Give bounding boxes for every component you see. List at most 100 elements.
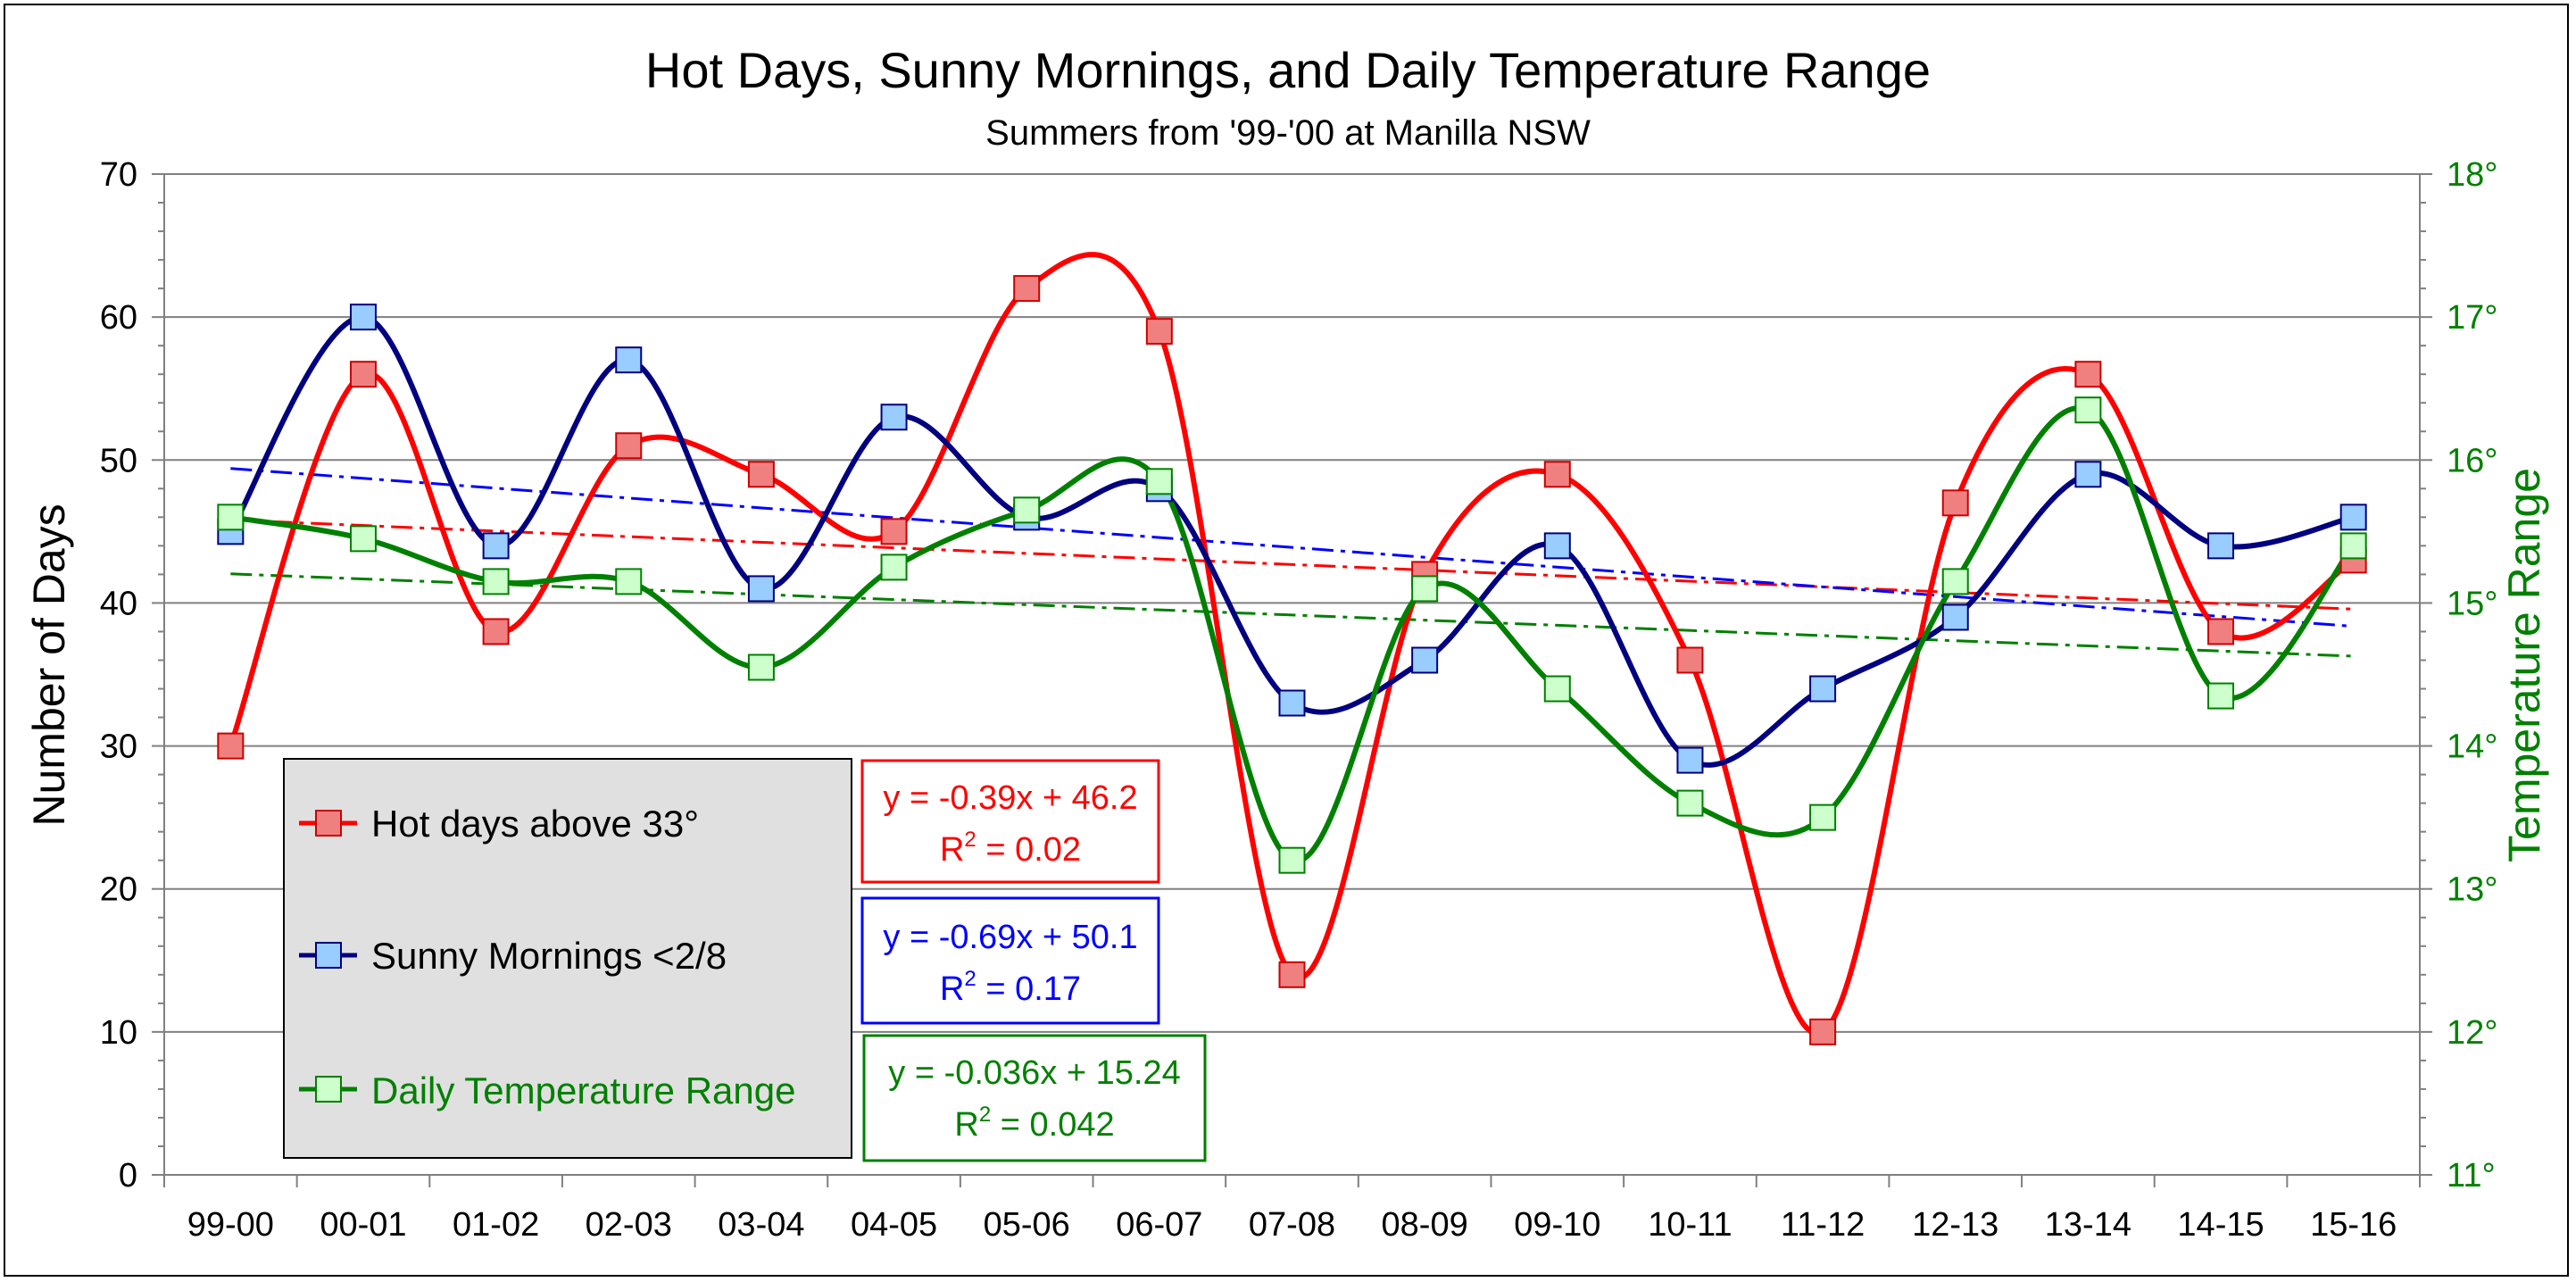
x-tick-label: 12-13 — [1912, 1206, 1998, 1244]
equation-hot-r2: R2 = 0.02 — [940, 828, 1081, 869]
legend: Hot days above 33° Sunny Mornings <2/8 D… — [283, 758, 852, 1159]
equation-range-r2: R2 = 0.042 — [954, 1103, 1114, 1144]
legend-marker-range — [315, 1076, 342, 1103]
series-markers — [217, 275, 2367, 1045]
point-range — [1941, 568, 1969, 595]
point-sunny — [1543, 532, 1571, 560]
point-hot — [747, 461, 775, 488]
point-hot — [1278, 961, 1306, 988]
y-tick-label: 60 — [100, 299, 137, 337]
point-range — [482, 568, 510, 595]
point-sunny — [880, 404, 908, 431]
point-sunny — [1676, 746, 1704, 774]
x-tick-label: 15-16 — [2310, 1206, 2397, 1244]
point-sunny — [349, 304, 377, 331]
x-tick-label: 08-09 — [1382, 1206, 1468, 1244]
legend-item-hot: Hot days above 33° — [299, 803, 699, 845]
y2-tick-label: 16° — [2447, 442, 2497, 479]
equation-sunny: y = -0.69x + 50.1 R2 = 0.17 — [860, 896, 1160, 1025]
legend-marker-sunny — [315, 942, 342, 969]
y-axis-label: Number of Days — [24, 504, 74, 826]
equation-sunny-box — [860, 896, 1160, 1025]
point-sunny — [2339, 504, 2367, 531]
chart-subtitle: Summers from '99-'00 at Manilla NSW — [985, 113, 1591, 153]
y-tick-label: 30 — [100, 728, 137, 766]
x-tick-label: 14-15 — [2177, 1206, 2264, 1244]
equation-hot-box — [860, 759, 1160, 884]
y2-tick-label: 14° — [2447, 728, 2497, 766]
point-hot — [615, 432, 643, 460]
point-hot — [217, 732, 245, 760]
point-range — [1013, 496, 1041, 524]
point-sunny — [2207, 532, 2235, 560]
x-tick-label: 05-06 — [984, 1206, 1070, 1244]
point-range — [1411, 575, 1439, 603]
x-tick-label: 01-02 — [453, 1206, 539, 1244]
point-range — [615, 568, 643, 595]
point-hot — [2074, 361, 2102, 388]
y2-tick-label: 15° — [2447, 585, 2497, 622]
chart-title: Hot Days, Sunny Mornings, and Daily Temp… — [645, 42, 1931, 98]
point-sunny — [1809, 675, 1837, 703]
point-range — [880, 554, 908, 581]
point-sunny — [482, 532, 510, 560]
y2-tick-label: 12° — [2447, 1014, 2497, 1052]
point-range — [2207, 682, 2235, 710]
trendline-0 — [230, 518, 2354, 611]
x-tick-label: 00-01 — [320, 1206, 406, 1244]
legend-label-hot: Hot days above 33° — [371, 803, 699, 845]
point-sunny — [1941, 604, 1969, 631]
equation-sunny-r2: R2 = 0.17 — [940, 967, 1081, 1008]
trendline-2 — [230, 572, 2354, 658]
point-sunny — [747, 575, 775, 603]
axes: 0 10 20 30 40 50 60 70 11° 12° 13° 14° 15° 16° 17° 18° 9… — [100, 156, 2498, 1244]
legend-label-range: Daily Temperature Range — [371, 1070, 795, 1111]
point-hot — [1941, 489, 1969, 517]
y-tick-label: 70 — [100, 156, 137, 194]
y2-tick-label: 13° — [2447, 871, 2497, 909]
point-range — [1676, 789, 1704, 817]
equation-range-box — [862, 1034, 1207, 1162]
point-hot — [1809, 1018, 1837, 1045]
point-range — [747, 653, 775, 681]
point-hot — [2207, 618, 2235, 645]
equation-hot: y = -0.39x + 46.2 R2 = 0.02 — [860, 759, 1160, 884]
point-range — [349, 525, 377, 553]
point-range — [1278, 846, 1306, 874]
point-sunny — [1278, 689, 1306, 717]
point-range — [1809, 803, 1837, 831]
x-tick-label: 99-00 — [187, 1206, 274, 1244]
point-hot — [349, 361, 377, 388]
y-tick-label: 0 — [119, 1157, 137, 1195]
y-tick-label: 10 — [100, 1014, 137, 1052]
y-tick-label: 20 — [100, 871, 137, 909]
y2-axis-label: Temperature Range — [2499, 468, 2549, 862]
trendlines — [230, 467, 2354, 658]
x-tick-label: 11-12 — [1781, 1206, 1865, 1244]
point-range — [1145, 468, 1173, 495]
legend-item-sunny: Sunny Mornings <2/8 — [299, 935, 727, 977]
equation-hot-formula: y = -0.39x + 46.2 — [883, 779, 1137, 817]
x-tick-label: 09-10 — [1514, 1206, 1600, 1244]
legend-box — [283, 758, 852, 1159]
point-hot — [1543, 461, 1571, 488]
x-tick-label: 10-11 — [1648, 1206, 1732, 1244]
equation-sunny-formula: y = -0.69x + 50.1 — [883, 919, 1137, 956]
point-sunny — [615, 346, 643, 374]
y2-tick-label: 18° — [2447, 156, 2497, 194]
point-range — [2074, 396, 2102, 424]
y-tick-label: 50 — [100, 442, 137, 479]
x-tick-label: 03-04 — [718, 1206, 804, 1244]
x-tick-label: 07-08 — [1249, 1206, 1335, 1244]
point-sunny — [1411, 646, 1439, 674]
point-range — [2339, 532, 2367, 560]
y2-tick-label: 17° — [2447, 299, 2497, 337]
point-hot — [1145, 318, 1173, 345]
legend-item-range: Daily Temperature Range — [299, 1070, 795, 1111]
y-tick-label: 40 — [100, 585, 137, 622]
x-tick-label: 02-03 — [586, 1206, 672, 1244]
legend-label-sunny: Sunny Mornings <2/8 — [371, 935, 727, 977]
series-line-range — [229, 405, 2356, 864]
point-sunny — [2074, 461, 2102, 488]
